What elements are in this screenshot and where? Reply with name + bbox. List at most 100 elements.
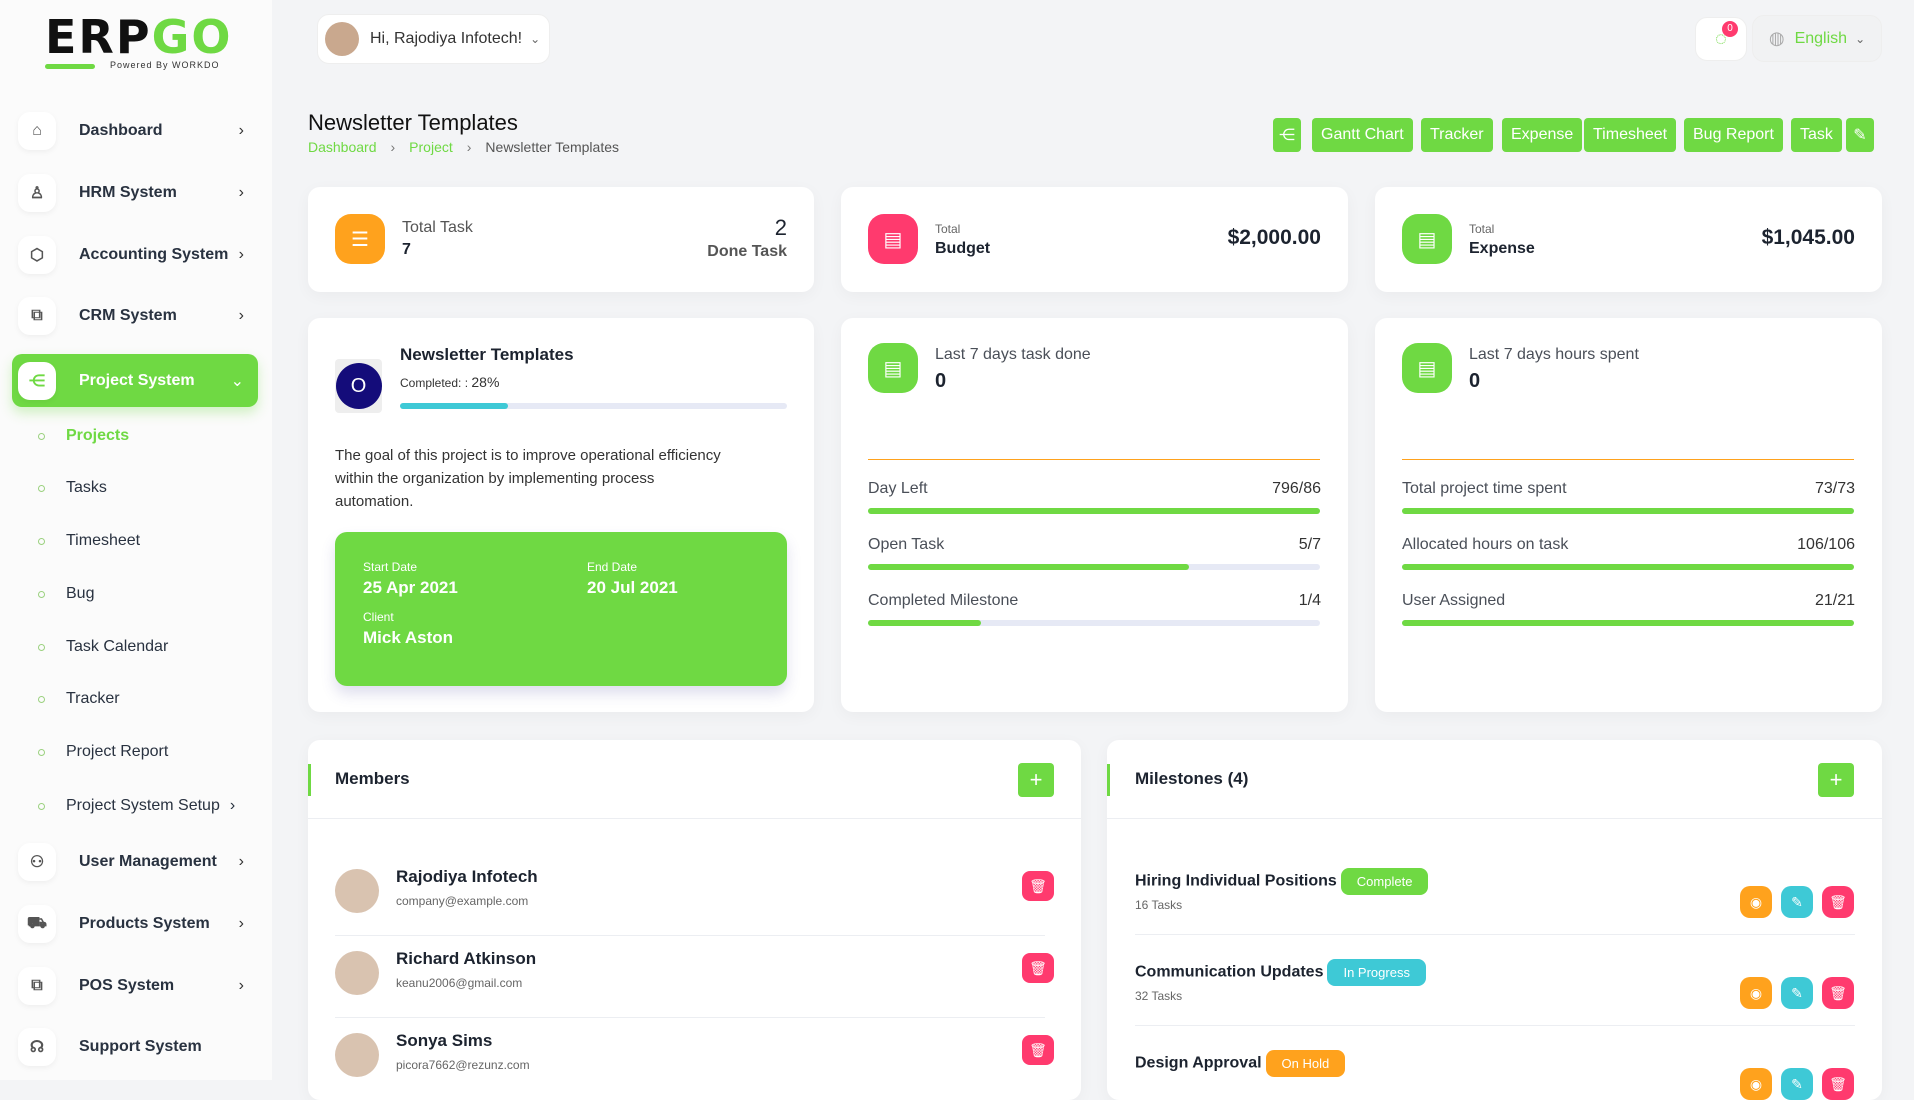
sidebar-sub-timesheet[interactable]: Timesheet [38,532,140,550]
stat-label: Last 7 days task done [935,346,1091,363]
sub-label: Projects [66,427,130,444]
gantt-chart-button[interactable]: Gantt Chart [1312,118,1413,152]
notification-button[interactable]: ◌ 0 [1695,17,1747,61]
sidebar-item-accounting[interactable]: ⬡ Accounting System › [12,229,258,281]
edit-milestone-button[interactable]: ✎ [1781,1068,1813,1100]
breadcrumb-dashboard[interactable]: Dashboard [308,139,377,155]
logo-bar [45,64,95,69]
powered-by: Powered By WORKDO [110,60,220,70]
sidebar-sub-task-calendar[interactable]: Task Calendar [38,638,168,656]
share-button[interactable]: ⋲ [1273,118,1301,152]
sub-label: Project System Setup [66,797,220,814]
member-email: picora7662@rezunz.com [396,1058,530,1072]
sidebar-sub-project-report[interactable]: Project Report [38,743,168,761]
edit-milestone-button[interactable]: ✎ [1781,977,1813,1009]
sidebar-item-label: CRM System [79,307,177,324]
client-label: Client [363,610,394,624]
sidebar-item-dashboard[interactable]: ⌂ Dashboard › [12,105,258,157]
bullet-icon [38,643,45,651]
logo[interactable]: ERPGO Powered By WORKDO [45,14,230,74]
milestone-name: Hiring Individual Positions [1135,872,1337,890]
delete-milestone-button[interactable]: 🗑 [1822,1068,1854,1100]
members-card: Members + Rajodiya Infotech company@examp… [308,740,1081,1100]
chevron-right-icon: › [238,184,244,201]
view-milestone-button[interactable]: ◉ [1740,977,1772,1009]
sidebar-item-label: Support System [79,1038,202,1055]
plus-icon: + [1829,767,1843,792]
total-task-value: 7 [402,241,411,258]
sidebar-item-support[interactable]: ☊ Support System [12,1021,258,1073]
sidebar-item-label: HRM System [79,184,177,201]
tracker-button[interactable]: Tracker [1421,118,1493,152]
chat-icon: ◌ [1715,27,1727,50]
completion-progress [400,403,787,409]
delete-milestone-button[interactable]: 🗑 [1822,886,1854,918]
add-milestone-button[interactable]: + [1818,763,1854,797]
user-icon: ♙ [18,174,56,212]
breadcrumb-project[interactable]: Project [409,139,453,155]
completion-fill [400,403,509,409]
sidebar-item-label: Dashboard [79,122,163,139]
language-label: English [1794,29,1848,47]
sidebar-item-label: Project System [79,371,195,389]
expense-card: ▤ Total Expense $1,045.00 [1375,187,1882,292]
milestone-row[interactable]: Design Approval On Hold [1135,1050,1346,1077]
view-milestone-button[interactable]: ◉ [1740,886,1772,918]
sidebar-sub-project-system-setup[interactable]: Project System Setup › [38,797,235,815]
delete-member-button[interactable]: 🗑 [1022,1035,1054,1065]
task-stats-card: ▤ Last 7 days task done 0 Day Left 796/86… [841,318,1348,712]
divider [1107,818,1882,819]
milestone-row[interactable]: Communication Updates In Progress [1135,959,1426,986]
sidebar-item-user-management[interactable]: ⚇ User Management › [12,836,258,888]
divider [1135,1025,1855,1026]
stat-value: 0 [1469,370,1481,392]
user-menu[interactable]: Hi, Rajodiya Infotech! ⌄ [317,14,550,64]
progress-value: 106/106 [1797,536,1855,553]
progress-label: Allocated hours on task [1402,536,1569,553]
avatar [325,22,359,56]
sidebar-item-crm[interactable]: ⧉ CRM System › [12,290,258,342]
edit-milestone-button[interactable]: ✎ [1781,886,1813,918]
task-button[interactable]: Task [1791,118,1842,152]
sidebar-item-pos[interactable]: ⧉ POS System › [12,960,258,1012]
edit-button[interactable]: ✎ [1846,118,1874,152]
bullet-icon [38,748,45,756]
bug-report-button[interactable]: Bug Report [1684,118,1783,152]
progress-bar [1402,620,1854,626]
expense-button[interactable]: Expense [1502,118,1583,152]
delete-milestone-button[interactable]: 🗑 [1822,977,1854,1009]
clipboard-dollar-icon: ▤ [868,214,918,264]
budget-small-label: Total [935,222,961,236]
sidebar-item-label: POS System [79,977,175,994]
sidebar-item-project-system[interactable]: ⋲ Project System ⌄ [12,354,258,407]
trash-icon: 🗑 [1829,1075,1847,1092]
milestone-row[interactable]: Hiring Individual Positions Complete [1135,868,1429,895]
accent-bar [1107,764,1110,796]
project-dates-panel: Start Date 25 Apr 2021 End Date 20 Jul 2… [335,532,787,686]
sidebar-sub-tasks[interactable]: Tasks [38,479,107,497]
progress-value: 21/21 [1814,592,1855,609]
view-milestone-button[interactable]: ◉ [1740,1068,1772,1100]
delete-member-button[interactable]: 🗑 [1022,953,1054,983]
sidebar-item-products[interactable]: ⛟ Products System › [12,898,258,950]
progress-fill [868,564,1189,570]
add-member-button[interactable]: + [1018,763,1054,797]
sidebar-sub-projects[interactable]: Projects [38,427,129,445]
bullet-icon [38,590,45,598]
clipboard-dollar-icon: ▤ [1402,214,1452,264]
sidebar-sub-tracker[interactable]: Tracker [38,690,120,708]
delete-member-button[interactable]: 🗑 [1022,871,1054,901]
language-select[interactable]: ◍ English ⌄ [1752,15,1882,62]
timesheet-button[interactable]: Timesheet [1584,118,1677,152]
done-task-label: Done Task [707,243,787,260]
chevron-right-icon: › [238,915,244,932]
milestone-name: Communication Updates [1135,963,1324,981]
completed-value: 28% [471,374,500,390]
expense-value: $1,045.00 [1761,226,1855,249]
avatar [335,951,379,995]
sidebar-sub-bug[interactable]: Bug [38,585,94,603]
trash-icon: 🗑 [1829,893,1847,910]
sidebar-item-hrm[interactable]: ♙ HRM System › [12,167,258,219]
progress-bar [1402,564,1854,570]
expense-small-label: Total [1469,222,1495,236]
